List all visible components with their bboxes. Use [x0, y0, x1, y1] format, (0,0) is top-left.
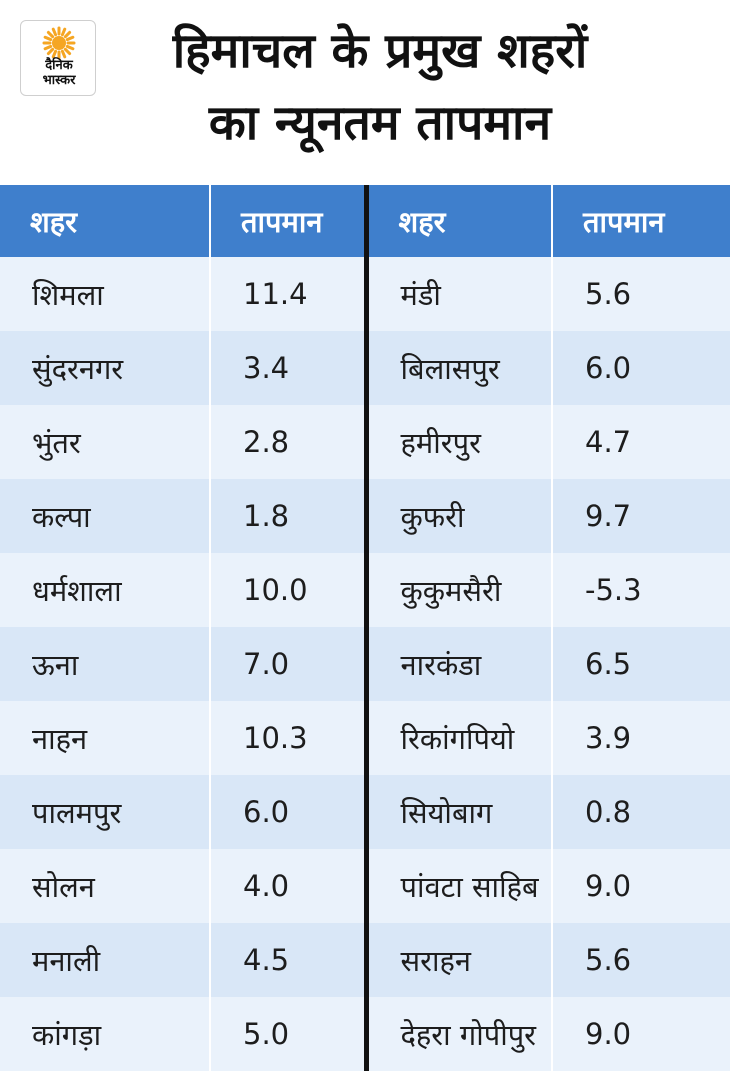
- column-header-city-left: शहर: [0, 185, 211, 257]
- city-cell: सुंदरनगर: [0, 331, 211, 405]
- city-cell: हमीरपुर: [366, 405, 553, 479]
- temperature-cell: 2.8: [210, 405, 369, 479]
- temperature-cell: 3.4: [210, 331, 369, 405]
- sun-icon: [42, 26, 76, 60]
- city-cell: कांगड़ा: [0, 997, 211, 1071]
- sun-ray: [63, 47, 72, 56]
- city-cell: रिकांगपियो: [366, 701, 553, 775]
- city-cell: मंडी: [366, 257, 553, 331]
- column-header-city-right: शहर: [366, 185, 553, 257]
- temperature-table: शहर तापमान शहर तापमान शिमला 11.4 मंडी 5.6 सु…: [0, 185, 730, 1071]
- temperature-cell: 4.5: [210, 923, 369, 997]
- temperature-cell: 1.8: [210, 479, 369, 553]
- table-row: नाहन 10.3 रिकांगपियो 3.9: [0, 701, 730, 775]
- city-cell: कल्पा: [0, 479, 211, 553]
- city-cell: धर्मशाला: [0, 553, 211, 627]
- city-cell: नाहन: [0, 701, 211, 775]
- sun-ray: [51, 27, 58, 37]
- sun-ray: [65, 35, 75, 42]
- sun-ray: [65, 44, 75, 51]
- table-row: धर्मशाला 10.0 कुकुमसैरी -5.3: [0, 553, 730, 627]
- city-cell: ऊना: [0, 627, 211, 701]
- city-cell: नारकंडा: [366, 627, 553, 701]
- temperature-cell: 0.8: [552, 775, 730, 849]
- city-cell: कुकुमसैरी: [366, 553, 553, 627]
- temperature-cell: 6.5: [552, 627, 730, 701]
- city-cell: पांवटा साहिब: [366, 849, 553, 923]
- column-header-temp-right: तापमान: [552, 185, 730, 257]
- temperature-cell: 3.9: [552, 701, 730, 775]
- sun-ray: [43, 44, 53, 51]
- temperature-cell: 4.0: [210, 849, 369, 923]
- city-cell: सियोबाग: [366, 775, 553, 849]
- temperature-cell: 5.0: [210, 997, 369, 1071]
- sun-ray: [60, 27, 67, 37]
- sun-ray: [60, 49, 67, 59]
- column-header-temp-left: तापमान: [210, 185, 369, 257]
- city-cell: कुफरी: [366, 479, 553, 553]
- temperature-cell: 6.0: [210, 775, 369, 849]
- sun-ray: [46, 30, 55, 39]
- sun-ray: [51, 49, 58, 59]
- page-title-line-2: का न्यूनतम तापमान: [208, 95, 552, 151]
- table-row: शिमला 11.4 मंडी 5.6: [0, 257, 730, 331]
- temperature-cell: 10.0: [210, 553, 369, 627]
- temperature-cell: 6.0: [552, 331, 730, 405]
- temperature-cell: 11.4: [210, 257, 369, 331]
- city-cell: मनाली: [0, 923, 211, 997]
- table-body: शिमला 11.4 मंडी 5.6 सुंदरनगर 3.4 बिलासपुर 6.0 भु…: [0, 257, 730, 1071]
- temperature-cell: 9.7: [552, 479, 730, 553]
- table-row: कल्पा 1.8 कुफरी 9.7: [0, 479, 730, 553]
- table-row: मनाली 4.5 सराहन 5.6: [0, 923, 730, 997]
- table-row: ऊना 7.0 नारकंडा 6.5: [0, 627, 730, 701]
- temperature-cell: 9.0: [552, 997, 730, 1071]
- logo-text-bhaskar: भास्कर: [42, 73, 76, 88]
- sun-ray: [63, 30, 72, 39]
- logo-text-dainik: दैनिक: [45, 58, 73, 73]
- table-row: कांगड़ा 5.0 देहरा गोपीपुर 9.0: [0, 997, 730, 1071]
- temperature-cell: 5.6: [552, 923, 730, 997]
- header: दैनिक भास्कर हिमाचल के प्रमुख शहरों का न…: [0, 0, 730, 185]
- city-cell: सोलन: [0, 849, 211, 923]
- table-header-row: शहर तापमान शहर तापमान: [0, 185, 730, 257]
- table-row: पालमपुर 6.0 सियोबाग 0.8: [0, 775, 730, 849]
- sun-ray: [46, 47, 55, 56]
- city-cell: पालमपुर: [0, 775, 211, 849]
- sun-ray: [43, 35, 53, 42]
- table-row: सुंदरनगर 3.4 बिलासपुर 6.0: [0, 331, 730, 405]
- table-row: भुंतर 2.8 हमीरपुर 4.7: [0, 405, 730, 479]
- city-cell: भुंतर: [0, 405, 211, 479]
- city-cell: सराहन: [366, 923, 553, 997]
- temperature-cell: 5.6: [552, 257, 730, 331]
- city-cell: बिलासपुर: [366, 331, 553, 405]
- page-title-line-1: हिमाचल के प्रमुख शहरों: [172, 23, 588, 79]
- temperature-cell: 7.0: [210, 627, 369, 701]
- temperature-cell: 10.3: [210, 701, 369, 775]
- dainik-bhaskar-logo: दैनिक भास्कर: [20, 20, 96, 96]
- table-row: सोलन 4.0 पांवटा साहिब 9.0: [0, 849, 730, 923]
- temperature-cell: 9.0: [552, 849, 730, 923]
- city-cell: देहरा गोपीपुर: [366, 997, 553, 1071]
- temperature-cell: 4.7: [552, 405, 730, 479]
- city-cell: शिमला: [0, 257, 211, 331]
- temperature-cell: -5.3: [552, 553, 730, 627]
